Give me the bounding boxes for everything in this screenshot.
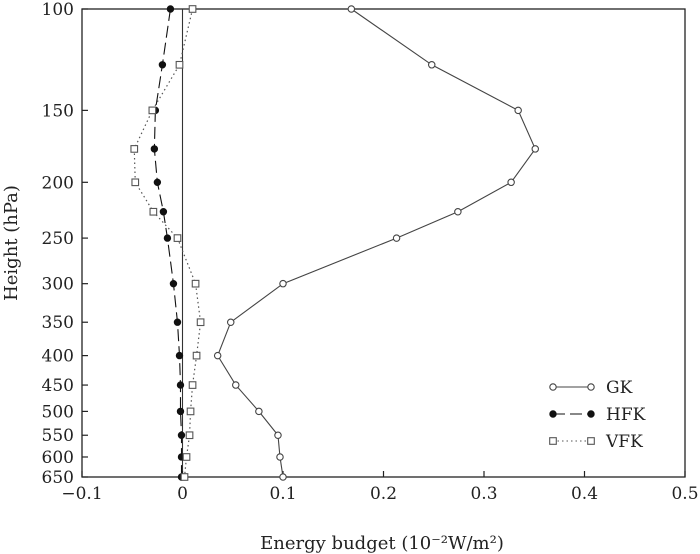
y-tick-label: 100 [42,0,74,20]
legend-item-hfk: HFK [549,405,646,425]
y-tick-label: 400 [42,347,74,367]
legend-marker [549,410,557,418]
data-point-gk [279,473,287,481]
data-point-vfk [188,381,197,389]
data-point-vfk [149,207,158,216]
data-point-vfk [192,351,201,360]
series-line-hfk [153,8,183,477]
x-tick-label: 0 [177,484,188,504]
data-point-vfk [182,453,191,461]
y-tick-label: 600 [42,448,74,468]
data-point-gk [514,106,522,115]
series-line-vfk [133,8,202,478]
data-point-gk [279,279,287,288]
y-tick-label: 200 [42,173,74,193]
data-point-gk [226,318,235,326]
data-point-vfk [185,431,194,440]
data-point-gk [347,5,356,13]
data-point-vfk [191,279,200,288]
legend-item-vfk: VFK [549,432,643,452]
data-point-gk [274,431,282,439]
legend-label: HFK [606,405,646,425]
data-point-hfk [175,351,184,360]
data-point-gk [276,453,284,461]
x-tick-label: 0.4 [571,484,598,504]
data-point-hfk [173,318,182,326]
y-tick-label: 300 [42,275,74,295]
data-point-hfk [176,381,185,389]
data-point-vfk [131,178,140,187]
y-tick-label: 350 [42,313,74,333]
data-point-vfk [130,145,139,153]
series-line-gk [217,8,536,478]
legend-marker [549,383,557,391]
data-point-hfk [153,178,162,187]
data-point-hfk [166,5,175,13]
data-point-vfk [186,407,195,416]
data-point-gk [232,381,240,389]
data-point-hfk [163,234,172,242]
y-axis-title: Height (hPa) [1,185,22,301]
data-point-hfk [169,279,178,288]
legend-item-gk: GK [549,378,633,398]
y-tick-label: 150 [42,101,74,121]
data-point-vfk [196,318,205,327]
x-tick-label: −0.1 [61,484,102,504]
data-point-hfk [158,61,167,69]
legend-marker [587,437,595,445]
data-point-vfk [173,234,182,242]
data-point-hfk [177,431,186,439]
data-point-vfk [148,106,157,115]
y-tick-label: 250 [42,229,74,249]
y-tick-label: 550 [42,426,74,446]
data-point-gk [531,145,540,153]
data-point-gk [213,351,222,360]
x-tick-label: 0.2 [370,484,397,504]
data-point-vfk [175,60,184,69]
data-point-hfk [176,407,185,416]
x-tick-label: 0.1 [269,484,296,504]
data-point-vfk [180,473,189,481]
x-axis-title: Energy budget (10⁻²W/m²) [260,533,504,554]
data-point-hfk [159,208,168,216]
data-point-gk [427,61,436,69]
series-vfk [130,5,205,481]
data-point-vfk [188,5,197,13]
legend-label: GK [606,378,633,398]
legend-marker [587,410,595,418]
legend-marker [587,383,595,391]
y-tick-label: 500 [42,402,74,422]
data-point-gk [255,407,263,416]
data-point-gk [507,178,515,187]
data-point-hfk [150,145,159,153]
data-point-gk [454,208,462,216]
legend-label: VFK [605,432,643,452]
legend-marker [549,437,557,445]
series-gk [213,5,540,481]
x-tick-label: 0.5 [671,484,698,504]
x-tick-label: 0.3 [470,484,497,504]
y-tick-label: 450 [42,376,74,396]
data-point-gk [392,234,401,242]
y-tick-label: 650 [42,468,74,488]
